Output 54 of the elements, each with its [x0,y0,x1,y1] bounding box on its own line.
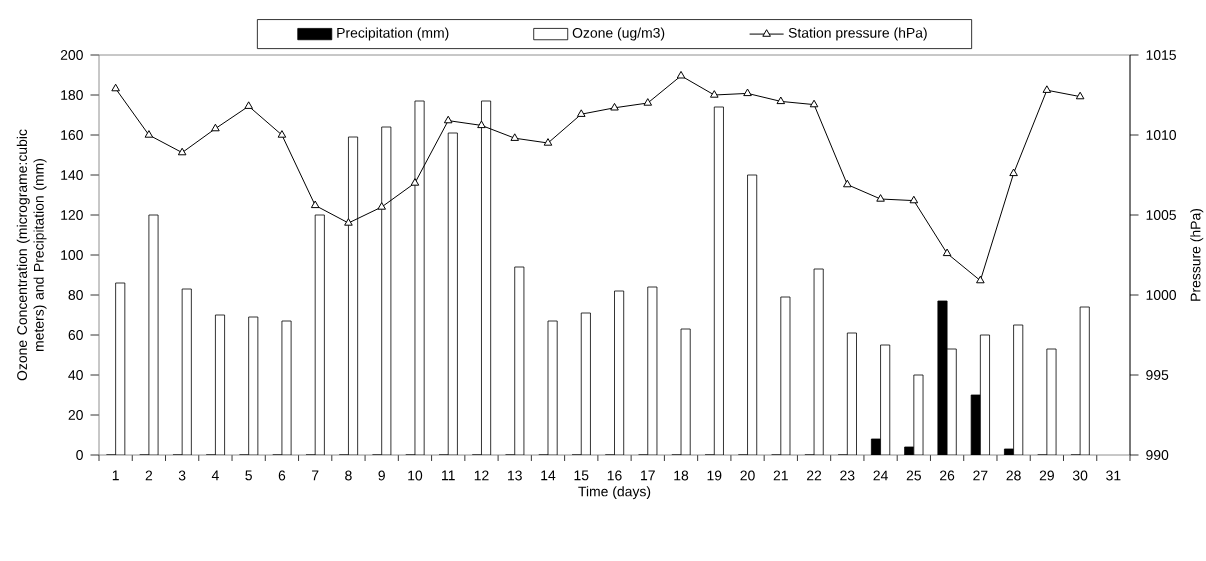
y2-tick-label: 990 [1146,450,1169,460]
legend-label: Ozone (ug/m3) [572,27,665,41]
y2-axis-title: Pressure (hPa) [1190,208,1204,301]
x-tick-label: 6 [278,470,286,481]
x-tick-label: 15 [574,470,589,481]
y-tick-label: 0 [76,450,83,460]
y-tick-label: 80 [68,290,83,300]
y-tick-label: 20 [68,410,83,420]
y2-tick-label: 1000 [1146,290,1177,300]
x-tick-label: 23 [840,470,855,481]
x-tick-label: 27 [973,470,988,481]
legend-label: Precipitation (mm) [337,27,449,41]
y-tick-label: 40 [68,370,83,380]
x-tick-label: 8 [345,470,352,481]
x-tick-label: 26 [940,470,955,481]
y-tick-label: 100 [61,250,83,260]
y-tick-label: 120 [61,210,83,220]
x-tick-label: 30 [1072,470,1088,481]
y-axis-title: Ozone Concentration (micrograme:cubic meters) and Precipitation (mm) [16,129,47,381]
x-tick-label: 21 [773,470,788,481]
y-tick-label: 200 [60,50,83,60]
x-tick-label: 31 [1106,470,1121,481]
x-tick-label: 20 [740,470,755,481]
y2-tick-label: 995 [1146,370,1169,380]
x-tick-label: 2 [145,470,153,481]
x-tick-label: 29 [1039,470,1054,481]
x-tick-label: 17 [641,470,655,481]
y-tick-label: 160 [61,130,83,140]
y-tick-label: 140 [61,170,83,180]
y2-tick-label: 1010 [1146,130,1177,140]
x-tick-label: 5 [245,470,252,481]
x-axis-title: Time (days) [578,486,651,500]
x-tick-label: 13 [508,470,522,481]
x-tick-label: 1 [112,470,119,481]
x-tick-label: 10 [408,470,423,481]
x-tick-label: 9 [378,470,385,481]
x-tick-label: 12 [474,470,489,481]
x-tick-label: 4 [211,470,219,481]
x-tick-label: 19 [707,470,722,481]
x-tick-label: 7 [312,470,319,481]
x-tick-label: 25 [906,470,921,481]
y-tick-label: 60 [68,330,83,340]
x-tick-label: 22 [806,470,822,481]
y-tick-label: 180 [61,90,83,100]
x-tick-label: 16 [607,470,622,481]
legend-label: Station pressure (hPa) [788,27,927,41]
y2-tick-label: 1005 [1146,210,1176,220]
x-tick-label: 18 [674,470,689,481]
x-tick-label: 3 [178,470,186,481]
x-tick-label: 14 [541,470,556,481]
y2-tick-label: 1015 [1146,50,1176,60]
x-tick-label: 24 [873,470,888,481]
x-tick-label: 11 [442,470,455,481]
x-tick-label: 28 [1006,470,1021,481]
